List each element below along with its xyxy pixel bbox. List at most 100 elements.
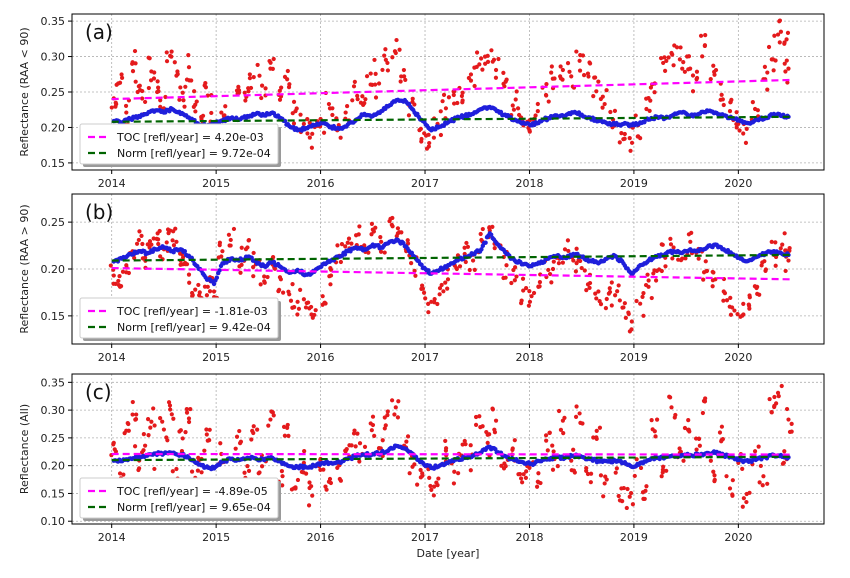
toc-point: [350, 98, 355, 103]
toc-point: [640, 294, 645, 299]
toc-point: [155, 79, 160, 84]
norm-point: [419, 262, 424, 268]
toc-point: [234, 434, 240, 439]
toc-point: [178, 262, 183, 267]
toc-point: [439, 282, 444, 288]
toc-point: [126, 270, 131, 276]
toc-point: [597, 425, 603, 430]
toc-point: [392, 412, 397, 417]
toc-point: [266, 423, 271, 428]
toc-point: [535, 101, 540, 107]
y-axis-label: Reflectance (All): [18, 404, 31, 494]
legend-norm-label: Norm [refl/year] = 9.72e-04: [117, 147, 271, 160]
norm-point: [282, 118, 288, 124]
toc-point: [463, 442, 468, 447]
toc-point: [193, 287, 198, 292]
toc-point: [567, 69, 572, 74]
toc-point: [550, 76, 555, 81]
toc-point: [141, 432, 146, 437]
toc-point: [124, 110, 129, 115]
toc-point: [154, 236, 159, 241]
toc-point: [202, 448, 207, 453]
toc-point: [130, 69, 136, 74]
toc-point: [382, 250, 387, 255]
toc-point: [547, 430, 552, 435]
toc-point: [616, 283, 621, 288]
toc-point: [747, 490, 752, 495]
toc-point: [246, 89, 251, 94]
toc-point: [335, 243, 340, 248]
toc-point: [281, 290, 286, 295]
norm-point: [410, 107, 416, 113]
toc-point: [786, 258, 791, 263]
toc-point: [355, 431, 360, 436]
toc-point: [114, 101, 119, 107]
toc-point: [149, 419, 154, 424]
toc-point: [460, 100, 465, 105]
toc-point: [681, 60, 686, 65]
toc-point: [719, 92, 724, 97]
toc-point: [372, 57, 377, 63]
toc-point: [728, 312, 734, 317]
toc-point: [322, 301, 327, 306]
toc-point: [309, 312, 314, 317]
toc-point: [443, 280, 448, 285]
toc-point: [451, 481, 457, 486]
toc-point: [280, 474, 285, 479]
toc-point: [512, 278, 517, 283]
toc-point: [177, 97, 182, 102]
toc-point: [560, 67, 565, 73]
toc-point: [673, 412, 678, 418]
toc-point: [134, 412, 139, 417]
toc-point: [514, 89, 519, 94]
toc-point: [690, 73, 696, 78]
toc-point: [501, 81, 506, 86]
y-tick-label: 0.30: [41, 404, 66, 417]
toc-point: [189, 469, 195, 474]
toc-point: [133, 61, 138, 66]
toc-point: [292, 305, 297, 310]
toc-point: [438, 132, 444, 138]
toc-point: [282, 433, 287, 438]
toc-point: [622, 136, 627, 141]
norm-point: [419, 459, 424, 465]
toc-point: [298, 112, 303, 117]
toc-point: [207, 289, 213, 294]
toc-point: [593, 291, 598, 296]
toc-point: [782, 40, 787, 45]
toc-point: [744, 499, 749, 505]
toc-point: [426, 132, 431, 137]
legend-box: [79, 297, 279, 339]
norm-point: [202, 273, 207, 278]
toc-point: [612, 108, 618, 113]
toc-point: [769, 409, 774, 415]
toc-point: [468, 72, 474, 77]
norm-point: [703, 246, 708, 251]
toc-point: [219, 110, 224, 115]
toc-point: [140, 450, 145, 455]
toc-point: [617, 498, 623, 503]
toc-point: [766, 44, 772, 50]
toc-point: [460, 90, 465, 95]
toc-point: [143, 99, 148, 105]
toc-point: [271, 413, 276, 418]
toc-point: [146, 85, 151, 91]
toc-point: [549, 64, 554, 69]
x-tick-label: 2018: [515, 351, 543, 364]
toc-point: [180, 436, 185, 441]
toc-point: [661, 464, 666, 469]
toc-point: [546, 267, 551, 273]
toc-point: [650, 427, 655, 432]
toc-point: [678, 45, 683, 50]
toc-point: [617, 140, 622, 145]
toc-point: [406, 113, 412, 118]
toc-point: [527, 129, 532, 134]
toc-point: [265, 274, 270, 280]
toc-point: [482, 54, 488, 59]
toc-point: [671, 63, 676, 68]
toc-point: [426, 310, 431, 315]
toc-point: [321, 130, 327, 135]
toc-point: [174, 239, 179, 244]
toc-point: [688, 239, 693, 244]
toc-point: [527, 299, 533, 304]
